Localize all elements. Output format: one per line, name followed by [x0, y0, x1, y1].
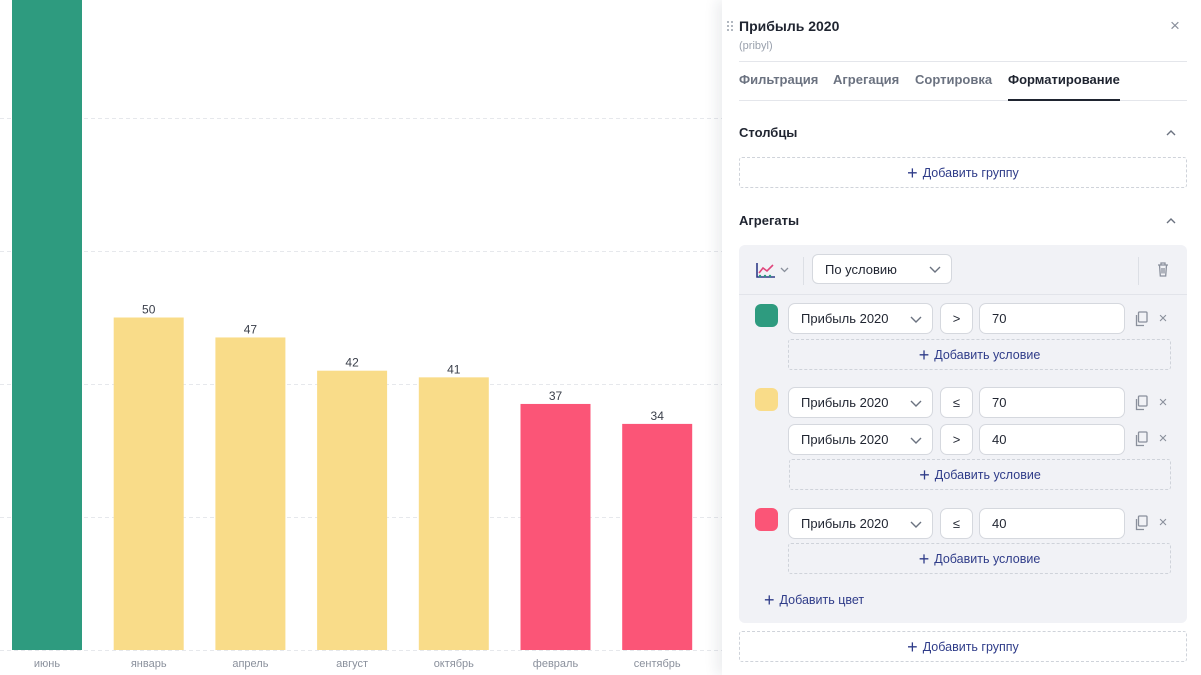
trash-icon[interactable] — [1155, 260, 1171, 278]
drag-handle-icon[interactable] — [727, 21, 735, 33]
chevron-up-icon[interactable] — [1165, 127, 1177, 139]
plus-icon: + — [907, 636, 918, 657]
rule-2-cond-1-operator[interactable]: ≤ — [940, 387, 973, 418]
copy-icon[interactable] — [1134, 395, 1148, 411]
rule-1-add-condition-button[interactable]: + Добавить условие — [788, 339, 1171, 370]
copy-icon[interactable] — [1134, 431, 1148, 447]
plus-icon: + — [918, 344, 930, 365]
header-divider — [739, 61, 1187, 62]
aggregates-section-title: Агрегаты — [739, 213, 800, 228]
divider — [803, 257, 804, 285]
close-icon[interactable]: × — [1170, 16, 1180, 35]
tab-formatting[interactable]: Форматирование — [1008, 72, 1120, 101]
tab-filtering[interactable]: Фильтрация — [739, 72, 819, 87]
bar-август[interactable] — [317, 370, 388, 650]
chevron-down-icon — [910, 316, 922, 323]
x-tick-label: январь — [131, 658, 167, 670]
add-color-button[interactable]: + Добавить цвет — [764, 591, 864, 609]
plus-icon: + — [919, 464, 930, 485]
remove-condition-icon[interactable]: × — [1158, 394, 1168, 411]
x-tick-label: сентябрь — [634, 658, 681, 670]
columns-add-group-button[interactable]: + Добавить группу — [739, 157, 1187, 188]
field-value: Прибыль 2020 — [801, 395, 889, 410]
columns-section-title: Столбцы — [739, 125, 798, 140]
rule-3-color-swatch[interactable] — [755, 508, 778, 531]
remove-condition-icon[interactable]: × — [1158, 514, 1168, 531]
add-condition-label: Добавить условие — [934, 467, 1041, 482]
rule-3-cond-1-value-input[interactable]: 40 — [979, 508, 1125, 539]
chevron-up-icon[interactable] — [1165, 215, 1177, 227]
tab-aggregation[interactable]: Агрегация — [833, 72, 900, 87]
data-label: 34 — [651, 409, 665, 423]
copy-icon[interactable] — [1134, 515, 1148, 531]
rule-1-cond-1-operator[interactable]: > — [940, 303, 973, 334]
x-tick-label: август — [336, 658, 368, 670]
add-group-label: Добавить группу — [922, 165, 1019, 180]
plus-icon: + — [907, 162, 918, 183]
rule-2-cond-2-operator[interactable]: > — [940, 424, 973, 455]
panel-title: Прибыль 2020 — [739, 18, 840, 34]
x-tick-label: апрель — [232, 658, 268, 670]
data-label: 42 — [345, 356, 359, 370]
copy-icon[interactable] — [1134, 311, 1148, 327]
divider — [1138, 257, 1139, 285]
format-mode-value: По условию — [825, 261, 897, 277]
field-value: Прибыль 2020 — [801, 311, 889, 326]
bar-январь[interactable] — [113, 317, 184, 651]
rule-2-cond-2-field-select[interactable]: Прибыль 2020 — [788, 424, 933, 455]
add-condition-label: Добавить условие — [934, 347, 1041, 362]
line-chart-icon[interactable] — [753, 259, 793, 281]
rule-2-cond-1-field-select[interactable]: Прибыль 2020 — [788, 387, 933, 418]
bar-июнь[interactable] — [12, 0, 82, 650]
chevron-down-icon — [910, 400, 922, 407]
x-tick-label: июнь — [34, 658, 60, 670]
data-label: 50 — [142, 303, 156, 317]
add-color-label: Добавить цвет — [779, 593, 865, 607]
rule-1-color-swatch[interactable] — [755, 304, 778, 327]
add-condition-label: Добавить условие — [934, 551, 1041, 566]
chevron-down-icon — [910, 437, 922, 444]
chevron-down-icon — [910, 521, 922, 528]
bar-октябрь[interactable] — [418, 377, 489, 650]
aggregates-add-group-button[interactable]: + Добавить группу — [739, 631, 1187, 662]
rule-2-add-condition-button[interactable]: + Добавить условие — [789, 459, 1171, 490]
formatting-panel: Прибыль 2020 (pribyl) × Фильтрация Агрег… — [722, 0, 1201, 675]
rule-1-cond-1-field-select[interactable]: Прибыль 2020 — [788, 303, 933, 334]
tab-sorting[interactable]: Сортировка — [915, 72, 993, 87]
remove-condition-icon[interactable]: × — [1158, 430, 1168, 447]
add-group-label: Добавить группу — [922, 639, 1019, 654]
panel-subtitle: (pribyl) — [739, 40, 773, 52]
format-mode-select[interactable]: По условию — [812, 254, 952, 284]
x-tick-label: февраль — [533, 658, 579, 670]
x-tick-label: октябрь — [434, 658, 474, 670]
rule-3-add-condition-button[interactable]: + Добавить условие — [788, 543, 1171, 574]
bar-сентябрь[interactable] — [622, 423, 693, 650]
plus-icon: + — [764, 590, 775, 610]
box-header-divider — [739, 294, 1187, 295]
data-label: 47 — [244, 322, 258, 336]
rule-3-cond-1-operator[interactable]: ≤ — [940, 508, 973, 539]
rule-2-cond-2-value-input[interactable]: 40 — [979, 424, 1125, 455]
rule-2-cond-1-value-input[interactable]: 70 — [979, 387, 1125, 418]
rule-1-cond-1-value-input[interactable]: 70 — [979, 303, 1125, 334]
remove-condition-icon[interactable]: × — [1158, 310, 1168, 327]
field-value: Прибыль 2020 — [801, 432, 889, 447]
chevron-down-icon — [929, 266, 941, 273]
plus-icon: + — [918, 548, 930, 569]
bar-февраль[interactable] — [520, 403, 591, 650]
bar-апрель[interactable] — [215, 337, 286, 650]
field-value: Прибыль 2020 — [801, 516, 889, 531]
data-label: 37 — [549, 389, 563, 403]
tab-bar: Фильтрация Агрегация Сортировка Форматир… — [739, 72, 1187, 101]
rule-2-color-swatch[interactable] — [755, 388, 778, 411]
aggregate-rules-box: По условию Прибыль 2020 > 70 × + — [739, 245, 1187, 623]
data-label: 41 — [447, 362, 461, 376]
rule-3-cond-1-field-select[interactable]: Прибыль 2020 — [788, 508, 933, 539]
bar-chart-canvas: июнь 50 январь 47 апрель 42 август 41 октябрь 37 ф… — [0, 0, 722, 670]
bar-chart: июнь 50 январь 47 апрель 42 август 41 октябрь 37 ф… — [0, 0, 722, 670]
